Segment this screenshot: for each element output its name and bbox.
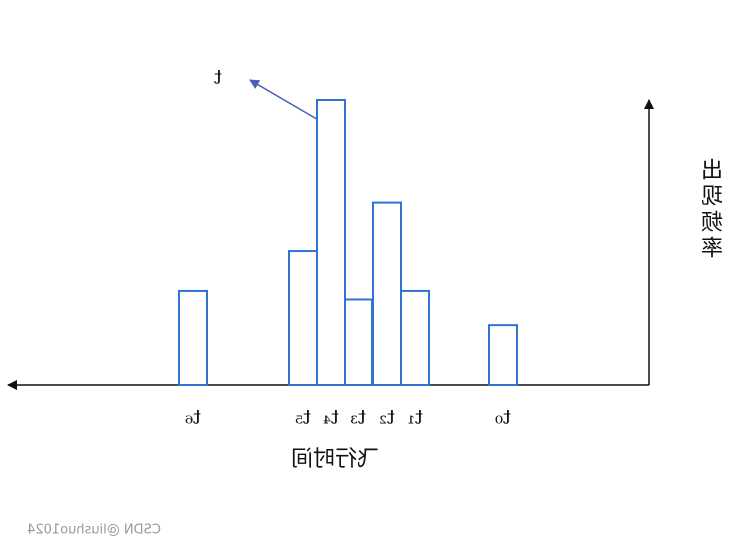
x-tick-label: t₅ [295,405,311,429]
y-axis-title: 出现频率 [701,158,727,262]
watermark: CSDN @liushuo1024 [27,523,161,538]
annotation-arrow [249,79,328,126]
bar [288,250,318,386]
x-tick-label: t₂ [379,405,395,429]
bar [488,324,518,386]
x-tick-label: t₀ [495,405,511,429]
x-tick-label: t₁ [407,405,423,429]
x-tick-label: t₃ [350,405,366,429]
annotation: t [214,65,222,89]
bar [178,289,208,387]
bar [316,99,346,386]
x-tick-label: t₆ [185,405,201,429]
bar [400,289,430,387]
diagram: t 飞行时间 出现频率 CSDN @liushuo1024 t₀ t₁ t₂ t₃ t₄… [7,65,727,538]
x-axis-title: 飞行时间 [291,447,379,472]
x-tick-label: t₄ [323,405,339,429]
bar [372,201,402,386]
bar [343,298,373,386]
